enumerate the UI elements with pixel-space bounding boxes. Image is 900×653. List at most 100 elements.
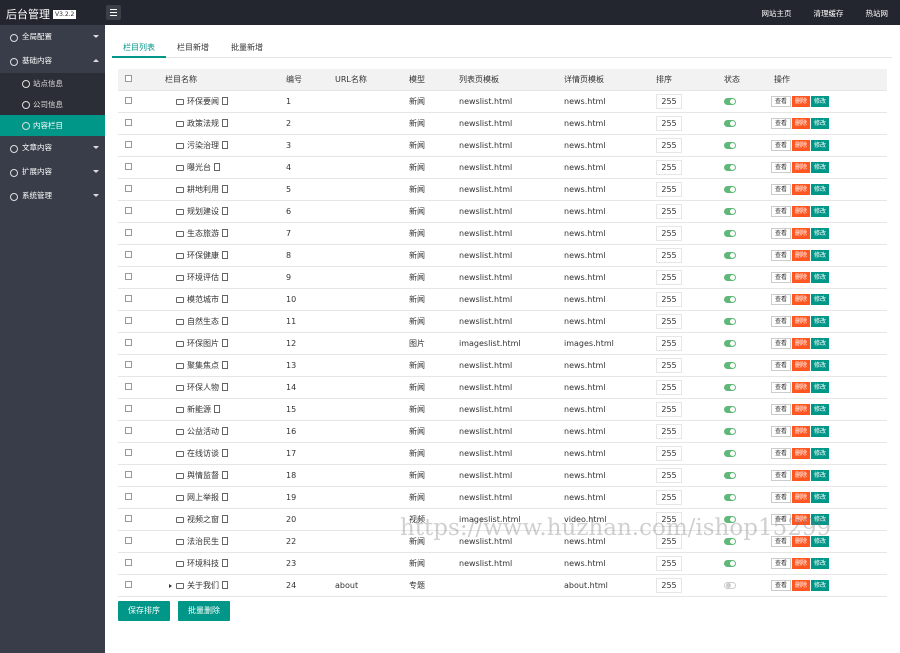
row-checkbox[interactable] (125, 250, 132, 258)
sort-input[interactable]: 255 (656, 577, 682, 593)
action-button[interactable]: 修改 (811, 205, 830, 217)
action-button[interactable]: 修改 (811, 513, 830, 525)
action-button[interactable]: 查看 (771, 579, 792, 591)
action-button[interactable]: 查看 (771, 381, 792, 393)
action-button[interactable]: 修改 (811, 183, 830, 195)
action-button[interactable]: 修改 (811, 271, 830, 283)
action-button[interactable]: 查看 (771, 535, 792, 547)
sort-input[interactable]: 255 (656, 93, 682, 109)
row-checkbox[interactable] (125, 536, 132, 544)
status-switch[interactable] (724, 229, 736, 237)
nav-item[interactable]: 扩展内容 (0, 160, 105, 184)
sort-input[interactable]: 255 (656, 357, 682, 373)
action-button[interactable]: 删除 (792, 139, 811, 151)
nav-subitem[interactable]: 内容栏目 (0, 115, 105, 136)
sort-input[interactable]: 255 (656, 533, 682, 549)
status-switch[interactable] (724, 581, 736, 589)
status-switch[interactable] (724, 493, 736, 501)
action-button[interactable]: 修改 (811, 161, 830, 173)
action-button[interactable]: 修改 (811, 95, 830, 107)
action-button[interactable]: 修改 (811, 293, 830, 305)
action-button[interactable]: 删除 (792, 315, 811, 327)
status-switch[interactable] (724, 427, 736, 435)
action-button[interactable]: 删除 (792, 513, 811, 525)
action-button[interactable]: 修改 (811, 579, 830, 591)
sort-input[interactable]: 255 (656, 137, 682, 153)
row-checkbox[interactable] (125, 272, 132, 280)
action-button[interactable]: 查看 (771, 271, 792, 283)
row-checkbox[interactable] (125, 448, 132, 456)
action-button[interactable]: 删除 (792, 359, 811, 371)
action-button[interactable]: 删除 (792, 183, 811, 195)
action-button[interactable]: 删除 (792, 557, 811, 569)
action-button[interactable]: 修改 (811, 447, 830, 459)
tab[interactable]: 栏目列表 (112, 38, 166, 58)
action-button[interactable]: 修改 (811, 381, 830, 393)
action-button[interactable]: 查看 (771, 293, 792, 305)
action-button[interactable]: 删除 (792, 293, 811, 305)
action-button[interactable]: 删除 (792, 117, 811, 129)
action-button[interactable]: 删除 (792, 337, 811, 349)
action-button[interactable]: 删除 (792, 425, 811, 437)
action-button[interactable]: 查看 (771, 183, 792, 195)
status-switch[interactable] (724, 537, 736, 545)
tab[interactable]: 栏目新增 (177, 43, 209, 52)
status-switch[interactable] (724, 361, 736, 369)
action-button[interactable]: 修改 (811, 425, 830, 437)
status-switch[interactable] (724, 207, 736, 215)
action-button[interactable]: 查看 (771, 447, 792, 459)
action-button[interactable]: 查看 (771, 403, 792, 415)
action-button[interactable]: 查看 (771, 359, 792, 371)
row-checkbox[interactable] (125, 316, 132, 324)
action-button[interactable]: 修改 (811, 315, 830, 327)
sort-input[interactable]: 255 (656, 313, 682, 329)
action-button[interactable]: 修改 (811, 557, 830, 569)
status-switch[interactable] (724, 251, 736, 259)
nav-subitem[interactable]: 公司信息 (0, 94, 105, 115)
sort-input[interactable]: 255 (656, 445, 682, 461)
row-checkbox[interactable] (125, 294, 132, 302)
action-button[interactable]: 修改 (811, 469, 830, 481)
action-button[interactable]: 查看 (771, 161, 792, 173)
status-switch[interactable] (724, 449, 736, 457)
action-button[interactable]: 查看 (771, 513, 792, 525)
footer-button[interactable]: 保存排序 (118, 601, 170, 621)
action-button[interactable]: 查看 (771, 315, 792, 327)
action-button[interactable]: 删除 (792, 205, 811, 217)
sort-input[interactable]: 255 (656, 335, 682, 351)
action-button[interactable]: 修改 (811, 491, 830, 503)
status-switch[interactable] (724, 97, 736, 105)
action-button[interactable]: 删除 (792, 381, 811, 393)
sort-input[interactable]: 255 (656, 555, 682, 571)
action-button[interactable]: 查看 (771, 249, 792, 261)
nav-item[interactable]: 文章内容 (0, 136, 105, 160)
sort-input[interactable]: 255 (656, 225, 682, 241)
status-switch[interactable] (724, 141, 736, 149)
action-button[interactable]: 查看 (771, 557, 792, 569)
action-button[interactable]: 删除 (792, 227, 811, 239)
action-button[interactable]: 删除 (792, 469, 811, 481)
action-button[interactable]: 查看 (771, 95, 792, 107)
sort-input[interactable]: 255 (656, 291, 682, 307)
sort-input[interactable]: 255 (656, 511, 682, 527)
top-link[interactable]: 网站主页 (761, 9, 792, 18)
action-button[interactable]: 查看 (771, 337, 792, 349)
action-button[interactable]: 修改 (811, 139, 830, 151)
action-button[interactable]: 查看 (771, 205, 792, 217)
row-checkbox[interactable] (125, 426, 132, 434)
action-button[interactable]: 删除 (792, 161, 811, 173)
row-checkbox[interactable] (125, 162, 132, 170)
status-switch[interactable] (724, 163, 736, 171)
action-button[interactable]: 删除 (792, 535, 811, 547)
action-button[interactable]: 删除 (792, 491, 811, 503)
action-button[interactable]: 修改 (811, 359, 830, 371)
action-button[interactable]: 查看 (771, 491, 792, 503)
row-checkbox[interactable] (125, 338, 132, 346)
action-button[interactable]: 修改 (811, 227, 830, 239)
sort-input[interactable]: 255 (656, 115, 682, 131)
sort-input[interactable]: 255 (656, 401, 682, 417)
action-button[interactable]: 删除 (792, 447, 811, 459)
tab[interactable]: 批量新增 (231, 43, 263, 52)
select-all-checkbox[interactable] (125, 74, 132, 82)
row-checkbox[interactable] (125, 382, 132, 390)
